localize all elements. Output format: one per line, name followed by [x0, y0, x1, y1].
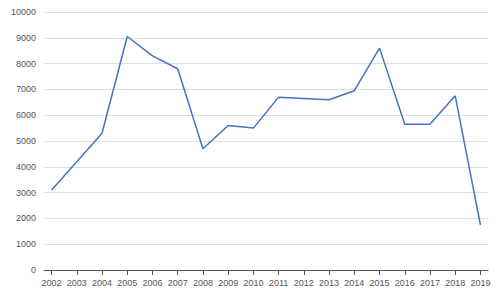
svg-text:4000: 4000	[16, 162, 36, 172]
svg-text:2014: 2014	[344, 278, 364, 288]
svg-text:2012: 2012	[294, 278, 314, 288]
svg-text:7000: 7000	[16, 84, 36, 94]
svg-text:2005: 2005	[117, 278, 137, 288]
svg-text:2013: 2013	[319, 278, 339, 288]
svg-text:2015: 2015	[370, 278, 390, 288]
svg-text:2018: 2018	[445, 278, 465, 288]
svg-text:2007: 2007	[168, 278, 188, 288]
svg-text:2019: 2019	[470, 278, 490, 288]
svg-text:3000: 3000	[16, 188, 36, 198]
svg-text:5000: 5000	[16, 136, 36, 146]
svg-text:2008: 2008	[193, 278, 213, 288]
svg-text:2004: 2004	[92, 278, 112, 288]
svg-text:2009: 2009	[218, 278, 238, 288]
svg-text:10000: 10000	[11, 7, 36, 17]
svg-text:2003: 2003	[67, 278, 87, 288]
svg-text:0: 0	[31, 265, 36, 275]
svg-text:2016: 2016	[395, 278, 415, 288]
svg-text:9000: 9000	[16, 33, 36, 43]
svg-text:2010: 2010	[243, 278, 263, 288]
svg-text:2000: 2000	[16, 213, 36, 223]
svg-text:2017: 2017	[420, 278, 440, 288]
svg-text:1000: 1000	[16, 239, 36, 249]
svg-text:2011: 2011	[269, 278, 288, 288]
svg-text:2002: 2002	[42, 278, 62, 288]
svg-text:8000: 8000	[16, 59, 36, 69]
svg-text:2006: 2006	[142, 278, 162, 288]
svg-text:6000: 6000	[16, 110, 36, 120]
